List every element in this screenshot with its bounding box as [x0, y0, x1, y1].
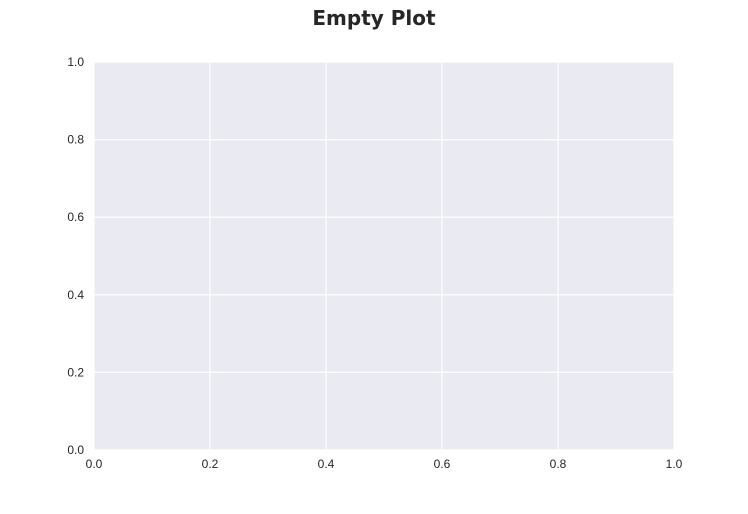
y-tick-label: 0.0 — [67, 443, 84, 457]
y-axis-ticks: 0.0 0.2 0.4 0.6 0.8 1.0 — [67, 55, 84, 457]
x-tick-label: 0.0 — [86, 457, 103, 471]
y-tick-label: 0.2 — [67, 365, 84, 379]
x-tick-label: 1.0 — [666, 457, 683, 471]
plot-area — [94, 62, 674, 450]
y-tick-label: 0.4 — [67, 288, 84, 302]
x-tick-label: 0.8 — [550, 457, 567, 471]
y-gridlines — [94, 61, 674, 451]
chart-title: Empty Plot — [312, 6, 436, 30]
x-axis-ticks: 0.0 0.2 0.4 0.6 0.8 1.0 — [86, 457, 683, 471]
x-tick-label: 0.4 — [318, 457, 335, 471]
x-tick-label: 0.2 — [202, 457, 219, 471]
y-tick-label: 0.8 — [67, 133, 84, 147]
x-tick-label: 0.6 — [434, 457, 451, 471]
y-tick-label: 0.6 — [67, 210, 84, 224]
y-tick-label: 1.0 — [67, 55, 84, 69]
x-gridlines — [93, 62, 675, 450]
